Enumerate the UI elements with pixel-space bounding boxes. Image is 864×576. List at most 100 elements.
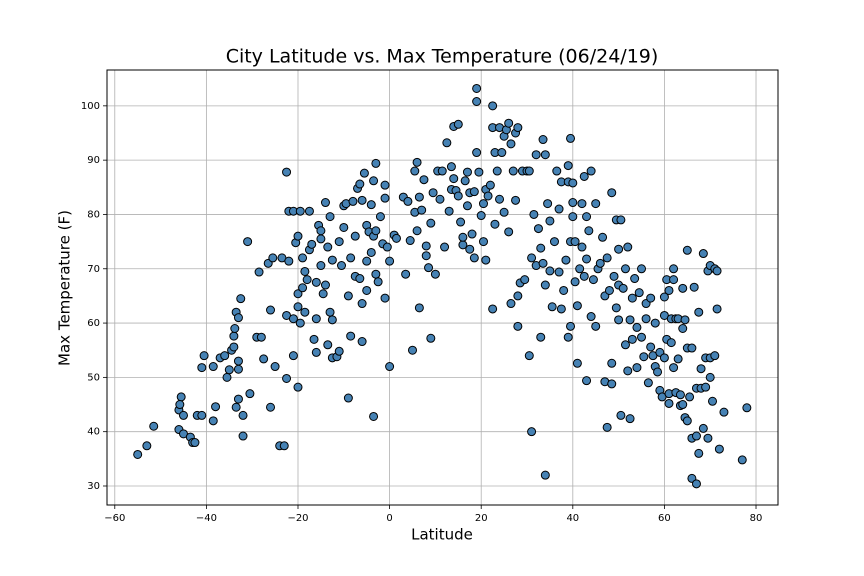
point: [403, 196, 413, 206]
point: [442, 138, 452, 148]
point: [527, 427, 537, 437]
point: [664, 398, 674, 408]
point: [575, 264, 585, 274]
point: [236, 294, 246, 304]
chart-title: City Latitude vs. Max Temperature (06/24…: [226, 46, 659, 68]
point: [637, 332, 647, 342]
point: [561, 255, 571, 265]
x-tick-label: 0: [386, 513, 392, 524]
point: [412, 226, 422, 236]
point: [563, 161, 573, 171]
point: [691, 431, 701, 441]
points: [133, 83, 752, 489]
point: [511, 195, 521, 205]
point: [607, 358, 617, 368]
point: [566, 321, 576, 331]
point: [259, 354, 269, 364]
point: [696, 364, 706, 374]
point: [495, 194, 505, 204]
point: [295, 206, 305, 216]
point: [669, 275, 679, 285]
point: [698, 423, 708, 433]
point: [426, 333, 436, 343]
point: [570, 237, 580, 247]
point: [316, 234, 326, 244]
point: [563, 332, 573, 342]
point: [714, 444, 724, 454]
point: [694, 448, 704, 458]
point: [719, 407, 729, 417]
point: [499, 207, 509, 217]
point: [348, 196, 358, 206]
point: [284, 256, 294, 266]
ticks: −60 −40 −20 0 20 40 60 80 30 40 50 60 70 80 90 100: [81, 101, 762, 524]
point: [472, 148, 482, 158]
point: [586, 312, 596, 322]
point: [316, 261, 326, 271]
point: [554, 204, 564, 214]
point: [357, 195, 367, 205]
point: [266, 305, 276, 315]
point: [568, 212, 578, 222]
point: [543, 199, 553, 209]
point: [506, 299, 516, 309]
point: [334, 346, 344, 356]
point: [437, 166, 447, 176]
point: [678, 283, 688, 293]
point: [547, 302, 557, 312]
point: [483, 191, 493, 201]
point: [231, 402, 241, 412]
point: [421, 251, 431, 261]
point: [229, 342, 239, 352]
point: [682, 245, 692, 255]
point: [476, 211, 486, 221]
point: [701, 382, 711, 392]
point: [545, 216, 555, 226]
point: [524, 351, 534, 361]
point: [343, 393, 353, 403]
point: [453, 119, 463, 129]
point: [282, 167, 292, 177]
x-tick-label: −60: [104, 513, 125, 524]
point: [288, 314, 298, 324]
point: [637, 264, 647, 274]
point: [346, 331, 356, 341]
point: [417, 205, 427, 215]
x-tick-label: 20: [475, 513, 488, 524]
point: [609, 271, 619, 281]
point: [222, 372, 232, 382]
point: [625, 315, 635, 325]
point: [298, 283, 308, 293]
point: [307, 239, 317, 249]
point: [421, 241, 431, 251]
point: [598, 232, 608, 242]
point: [566, 133, 576, 143]
point: [243, 237, 253, 247]
point: [323, 242, 333, 252]
point: [444, 206, 454, 216]
point: [616, 410, 626, 420]
point: [614, 315, 624, 325]
point: [540, 280, 550, 290]
x-tick-label: 60: [658, 513, 671, 524]
point: [309, 334, 319, 344]
point: [488, 304, 498, 314]
point: [325, 212, 335, 222]
point: [513, 291, 523, 301]
point: [664, 285, 674, 295]
point: [490, 219, 500, 229]
point: [238, 431, 248, 441]
point: [682, 416, 692, 426]
point: [254, 267, 264, 277]
point: [279, 441, 289, 451]
point: [506, 139, 516, 149]
point: [323, 340, 333, 350]
point: [538, 135, 548, 145]
point: [595, 258, 605, 268]
point: [142, 441, 152, 451]
point: [685, 392, 695, 402]
point: [659, 353, 669, 363]
